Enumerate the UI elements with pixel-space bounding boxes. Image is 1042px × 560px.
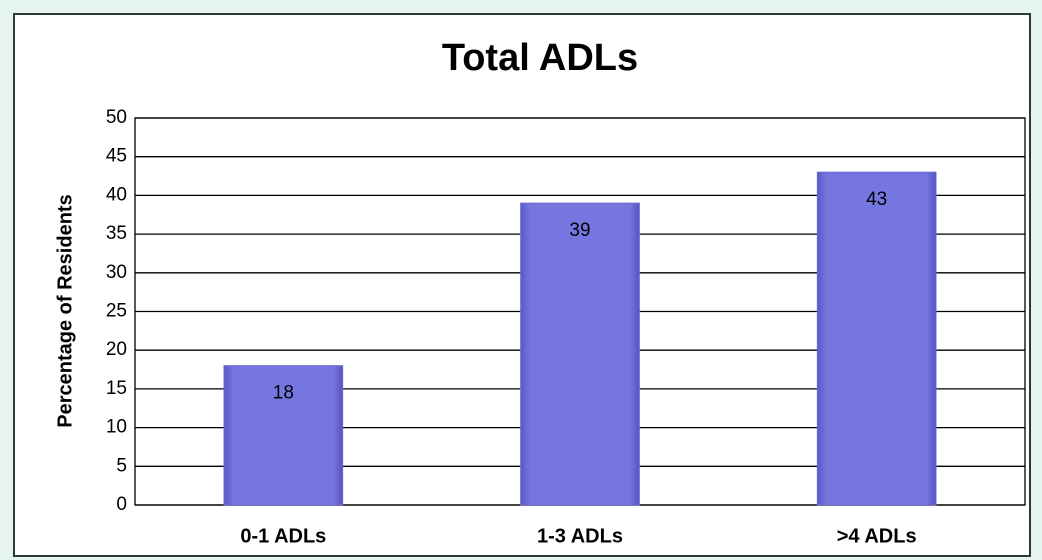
bar	[223, 365, 344, 506]
y-tick-label: 10	[106, 417, 127, 438]
y-tick-label: 50	[106, 107, 127, 128]
y-tick-label: 25	[106, 301, 127, 322]
y-tick-label: 5	[116, 455, 127, 476]
y-tick-label: 45	[106, 146, 127, 167]
y-axis-label: Percentage of Residents	[54, 194, 76, 427]
data-label: 18	[273, 383, 294, 404]
data-label: 43	[866, 189, 887, 210]
y-tick-label: 20	[106, 339, 127, 360]
y-tick-label: 30	[106, 262, 127, 283]
x-tick-label: 0-1 ADLs	[240, 525, 326, 547]
bar	[520, 202, 640, 506]
data-label: 39	[569, 220, 590, 241]
chart-title: Total ADLs	[442, 37, 638, 79]
bar	[816, 171, 937, 506]
y-tick-label: 35	[106, 223, 127, 244]
y-tick-label: 0	[116, 494, 127, 515]
y-tick-label: 15	[106, 378, 127, 399]
y-tick-label: 40	[106, 184, 127, 205]
x-tick-label: 1-3 ADLs	[537, 525, 623, 547]
x-tick-label: >4 ADLs	[837, 525, 917, 547]
